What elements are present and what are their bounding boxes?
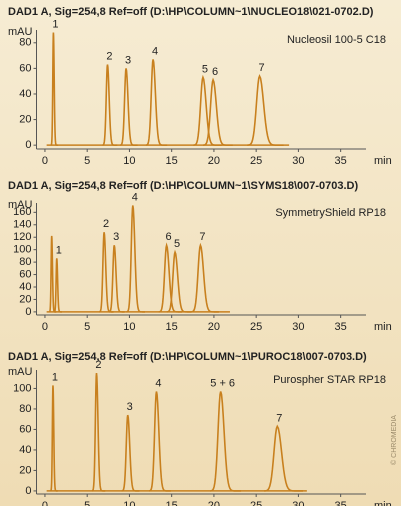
y-tick-label: 80 bbox=[19, 256, 31, 268]
peak bbox=[264, 424, 303, 492]
peak-label: 6 bbox=[166, 231, 172, 243]
y-tick-label: 40 bbox=[19, 444, 31, 456]
peak bbox=[166, 249, 192, 313]
y-tick-label: 20 bbox=[19, 113, 31, 125]
peak-label: 2 bbox=[95, 359, 101, 371]
x-tick-label: 0 bbox=[42, 500, 48, 506]
x-tick-label: 15 bbox=[166, 321, 178, 333]
x-tick-label: 5 bbox=[84, 500, 90, 506]
peak bbox=[247, 73, 284, 146]
peak bbox=[108, 245, 125, 313]
y-tick-label: 0 bbox=[25, 306, 31, 318]
peak bbox=[210, 391, 242, 492]
y-tick-label: 20 bbox=[19, 464, 31, 476]
x-axis-label: min bbox=[374, 500, 392, 506]
x-tick-label: 10 bbox=[123, 155, 135, 167]
peak-label: 1 bbox=[52, 18, 58, 30]
y-tick-label: 60 bbox=[19, 268, 31, 280]
x-axis-label: min bbox=[374, 321, 392, 333]
peak-label: 3 bbox=[125, 54, 131, 66]
peak-label: 3 bbox=[127, 401, 133, 413]
peak bbox=[190, 242, 219, 313]
x-tick-label: 25 bbox=[250, 321, 262, 333]
x-tick-label: 35 bbox=[335, 155, 347, 167]
x-tick-label: 5 bbox=[84, 155, 90, 167]
y-tick-label: 0 bbox=[25, 485, 31, 497]
y-tick-label: 40 bbox=[19, 281, 31, 293]
x-axis-label: min bbox=[374, 155, 392, 167]
peak bbox=[126, 205, 145, 313]
peak-label: 5 bbox=[174, 238, 180, 250]
x-tick-label: 15 bbox=[166, 155, 178, 167]
y-tick-label: 20 bbox=[19, 293, 31, 305]
peak-label: 2 bbox=[103, 218, 109, 230]
x-tick-label: 15 bbox=[166, 500, 178, 506]
peak-label: 7 bbox=[199, 231, 205, 243]
peak bbox=[102, 64, 118, 146]
y-tick-label: 100 bbox=[13, 244, 31, 256]
annotation: SymmetryShield RP18 bbox=[275, 207, 386, 219]
y-tick-label: 60 bbox=[19, 62, 31, 74]
peak-label: 4 bbox=[152, 45, 158, 57]
annotation: Nucleosil 100-5 C18 bbox=[287, 34, 386, 46]
peak-label: 2 bbox=[106, 50, 112, 62]
y-tick-label: 160 bbox=[13, 206, 31, 218]
peak bbox=[158, 242, 182, 313]
peak-label: 6 bbox=[212, 66, 218, 78]
peak-label: 7 bbox=[258, 62, 264, 74]
y-axis-label: mAU bbox=[8, 26, 33, 38]
x-tick-label: 30 bbox=[292, 155, 304, 167]
y-tick-label: 40 bbox=[19, 88, 31, 100]
peak bbox=[91, 372, 106, 492]
x-tick-label: 20 bbox=[208, 500, 220, 506]
peak bbox=[149, 391, 171, 492]
y-tick-label: 140 bbox=[13, 219, 31, 231]
x-tick-label: 10 bbox=[123, 500, 135, 506]
peak bbox=[145, 59, 168, 146]
y-tick-label: 80 bbox=[19, 403, 31, 415]
peak bbox=[120, 68, 138, 146]
y-axis-label: mAU bbox=[8, 366, 33, 378]
x-tick-label: 25 bbox=[250, 500, 262, 506]
peak bbox=[202, 77, 233, 146]
x-tick-label: 5 bbox=[84, 321, 90, 333]
peak-label: 1 bbox=[52, 371, 58, 383]
x-tick-label: 10 bbox=[123, 321, 135, 333]
peak bbox=[50, 32, 59, 146]
y-tick-label: 0 bbox=[25, 139, 31, 151]
peak bbox=[53, 258, 62, 313]
watermark: © CHROMEDIA bbox=[390, 415, 398, 465]
peak bbox=[50, 385, 58, 492]
chart-title: DAD1 A, Sig=254,8 Ref=off (D:\HP\COLUMN~… bbox=[8, 180, 359, 192]
chart-title: DAD1 A, Sig=254,8 Ref=off (D:\HP\COLUMN~… bbox=[8, 6, 374, 18]
x-tick-label: 35 bbox=[335, 500, 347, 506]
peak bbox=[121, 414, 140, 492]
x-tick-label: 30 bbox=[292, 321, 304, 333]
x-tick-label: 35 bbox=[335, 321, 347, 333]
annotation: Purospher STAR RP18 bbox=[273, 374, 386, 386]
peak-label: 1 bbox=[56, 244, 62, 256]
peak-label: 4 bbox=[132, 191, 138, 203]
peak-label: 5 + 6 bbox=[210, 377, 235, 389]
x-tick-label: 30 bbox=[292, 500, 304, 506]
peak-label: 3 bbox=[113, 231, 119, 243]
x-tick-label: 25 bbox=[250, 155, 262, 167]
y-tick-label: 120 bbox=[13, 231, 31, 243]
x-tick-label: 0 bbox=[42, 155, 48, 167]
peak-label: 5 bbox=[202, 63, 208, 75]
x-tick-label: 20 bbox=[208, 155, 220, 167]
peak-label: 7 bbox=[276, 412, 282, 424]
y-tick-label: 80 bbox=[19, 37, 31, 49]
x-tick-label: 0 bbox=[42, 321, 48, 333]
chart-title: DAD1 A, Sig=254,8 Ref=off (D:\HP\COLUMN~… bbox=[8, 351, 367, 363]
y-tick-label: 60 bbox=[19, 423, 31, 435]
peak bbox=[99, 232, 114, 313]
y-axis-label: mAU bbox=[8, 199, 33, 211]
peak bbox=[193, 74, 222, 146]
x-tick-label: 20 bbox=[208, 321, 220, 333]
y-tick-label: 100 bbox=[13, 382, 31, 394]
peak-label: 4 bbox=[155, 377, 161, 389]
